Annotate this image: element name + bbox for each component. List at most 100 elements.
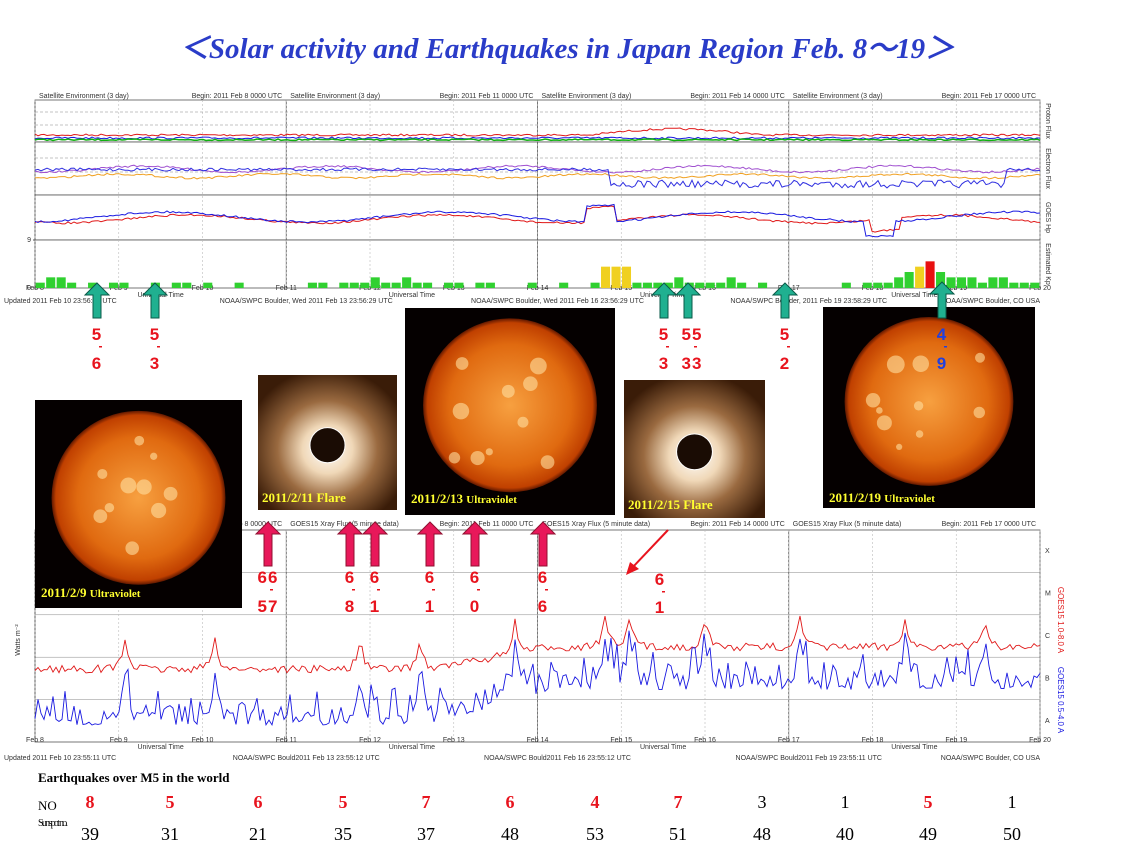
kp-bar — [936, 272, 946, 288]
panel-header: Begin: 2011 Feb 14 0000 UTC — [690, 521, 784, 528]
x-label: Feb 13 — [443, 285, 465, 292]
hp-trace — [34, 203, 1041, 238]
sunspot-number: 39 — [81, 824, 99, 844]
axis-title: Universal Time — [891, 292, 937, 299]
image-caption: 2011/2/9 Ultraviolet — [41, 585, 141, 600]
active-region — [97, 468, 108, 479]
quake-count: 7 — [422, 792, 431, 812]
red-arrow — [461, 521, 489, 567]
red-arrow — [529, 521, 557, 567]
sun-disk — [844, 317, 1014, 486]
magnitude-top: 6 — [655, 570, 665, 589]
x-label: Feb 10 — [192, 285, 214, 292]
active-region — [120, 477, 137, 494]
x-label: Feb 17 — [778, 737, 800, 744]
green-arrow — [83, 282, 111, 319]
active-region — [517, 416, 529, 428]
kp-bar — [883, 282, 893, 288]
magnitude-top: 6 — [425, 568, 435, 587]
flare-class: C — [1045, 633, 1050, 640]
active-region — [912, 355, 930, 373]
active-region — [540, 455, 555, 470]
proton-trace — [34, 136, 1041, 140]
row-label: Estimated Kp — [1044, 243, 1051, 285]
caption-kind: Ultraviolet — [90, 588, 141, 600]
magnitude-bottom: 9 — [937, 354, 947, 373]
kp-bar — [946, 277, 956, 288]
panel-header: Begin: 2011 Feb 14 0000 UTC — [690, 93, 784, 100]
occulter — [309, 427, 346, 464]
panel-header: GOES15 Xray Flux (5 minute data) — [290, 521, 399, 528]
x-label: Feb 16 — [694, 285, 716, 292]
red-arrow — [361, 521, 389, 567]
magnitude-top: 66 — [258, 568, 279, 587]
kp-bar — [475, 282, 485, 288]
active-region — [896, 443, 903, 450]
kp-bar — [873, 282, 883, 288]
sun-disk — [51, 410, 226, 585]
title: ＜Solar activity and Earthquakes in Japan… — [180, 33, 955, 65]
magnitude-dot — [99, 346, 102, 348]
magnitude-dot — [787, 346, 790, 348]
kp-bar — [663, 282, 673, 288]
hp-trace — [34, 205, 1041, 233]
magnitude-dot — [477, 589, 480, 591]
sunspot-number: 35 — [334, 824, 352, 844]
solar-image: 2011/2/13 Ultraviolet — [405, 308, 615, 515]
quake-count: 1 — [1008, 792, 1017, 812]
panel-footer: NOAA/SWPC Boulder, Wed 2011 Feb 13 23:56… — [220, 298, 393, 305]
kp-tick: 0 — [27, 285, 31, 292]
active-region — [876, 407, 883, 414]
active-region — [452, 402, 470, 420]
kp-bar — [642, 282, 652, 288]
kp-bar — [621, 266, 632, 288]
magnitude-bottom: 1 — [425, 597, 435, 616]
green-arrow — [674, 282, 702, 319]
kp-bar — [119, 282, 129, 288]
kp-bar — [349, 282, 359, 288]
panel-header: Begin: 2011 Feb 8 0000 UTC — [192, 93, 283, 100]
kp-bar — [318, 282, 328, 288]
caption-date: 2011/2/9 — [41, 585, 87, 600]
x-label: Feb 12 — [359, 737, 381, 744]
magnitude-top: 5 — [659, 325, 669, 344]
kp-bar — [998, 277, 1008, 288]
active-region — [136, 479, 152, 495]
flare-class: X — [1045, 548, 1050, 555]
flare-class: B — [1045, 675, 1050, 682]
green-arrow — [650, 282, 678, 319]
active-region — [470, 450, 485, 466]
quake-count: 7 — [674, 792, 683, 812]
panel-footer: NOAA/SWPC Boulder, Wed 2011 Feb 16 23:56… — [471, 298, 644, 305]
panel-footer: NOAA/SWPC Boulder, CO USA — [941, 298, 1041, 305]
kp-bar — [726, 277, 736, 288]
quake-count: 1 — [841, 792, 850, 812]
kp-bar — [632, 282, 642, 288]
kp-bar — [862, 282, 872, 288]
panel-footer: NOAA/SWPC Boulder, CO USA — [941, 755, 1041, 762]
kp-bar — [590, 282, 600, 288]
quake-count: 6 — [254, 792, 263, 812]
kp-bar — [370, 277, 380, 288]
kp-bar — [35, 282, 45, 288]
axis-title: Universal Time — [891, 744, 937, 751]
kp-bar — [454, 282, 464, 288]
occulter — [676, 433, 713, 471]
row-label: Electron Flux — [1044, 148, 1051, 189]
magnitude-top: 4 — [937, 325, 947, 344]
solar-image: 2011/2/19 Ultraviolet — [823, 307, 1035, 508]
x-label: Feb 20 — [1029, 737, 1051, 744]
kp-bar — [381, 282, 391, 288]
magnitude-bottom: 1 — [655, 598, 665, 617]
x-label: Feb 13 — [443, 737, 465, 744]
active-region — [915, 430, 924, 438]
caption-date: 2011/2/15 — [628, 497, 681, 512]
panel-header: Begin: 2011 Feb 17 0000 UTC — [942, 93, 1036, 100]
kp-bar — [705, 282, 715, 288]
magnitude-bottom: 3 — [659, 354, 669, 373]
panel-header: Satellite Environment (3 day) — [290, 93, 380, 100]
kp-bar — [967, 277, 977, 288]
panel-header: Satellite Environment (3 day) — [39, 93, 129, 100]
kp-bar — [956, 277, 967, 288]
